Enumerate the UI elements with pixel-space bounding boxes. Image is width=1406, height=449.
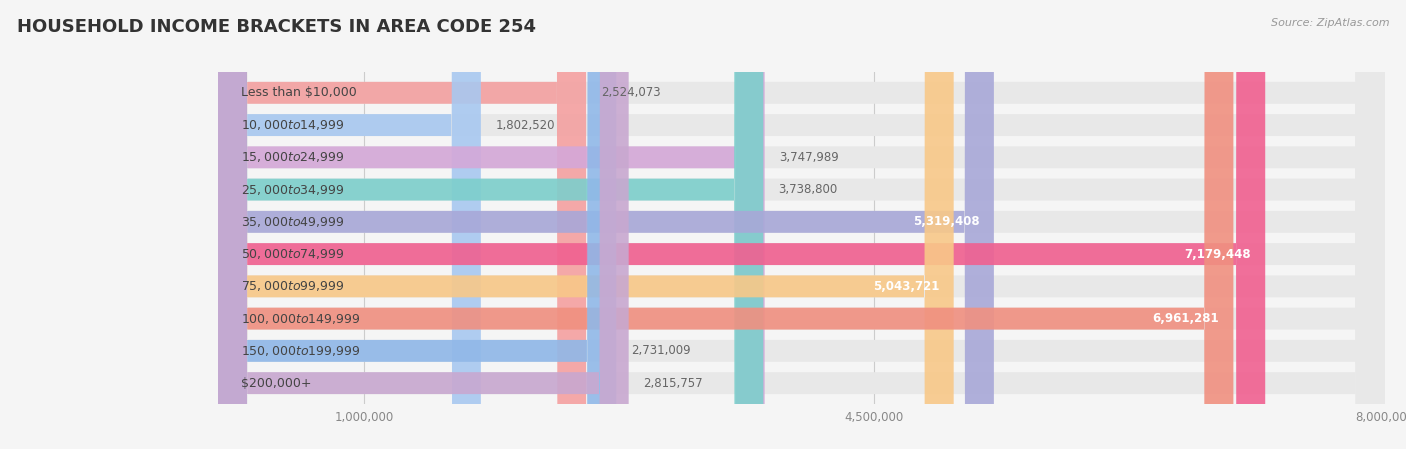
FancyBboxPatch shape	[218, 0, 1385, 449]
Text: $15,000 to $24,999: $15,000 to $24,999	[242, 150, 344, 164]
FancyBboxPatch shape	[218, 0, 616, 449]
Text: $50,000 to $74,999: $50,000 to $74,999	[242, 247, 344, 261]
Text: 2,731,009: 2,731,009	[631, 344, 690, 357]
FancyBboxPatch shape	[218, 0, 1385, 449]
FancyBboxPatch shape	[218, 0, 1385, 449]
FancyBboxPatch shape	[218, 0, 628, 449]
Text: 3,747,989: 3,747,989	[779, 151, 839, 164]
FancyBboxPatch shape	[218, 0, 763, 449]
Text: HOUSEHOLD INCOME BRACKETS IN AREA CODE 254: HOUSEHOLD INCOME BRACKETS IN AREA CODE 2…	[17, 18, 536, 36]
Text: 6,961,281: 6,961,281	[1152, 312, 1219, 325]
Text: 3,738,800: 3,738,800	[778, 183, 837, 196]
Text: $75,000 to $99,999: $75,000 to $99,999	[242, 279, 344, 293]
FancyBboxPatch shape	[218, 0, 1385, 449]
Text: Less than $10,000: Less than $10,000	[242, 86, 357, 99]
FancyBboxPatch shape	[218, 0, 1385, 449]
FancyBboxPatch shape	[218, 0, 1385, 449]
FancyBboxPatch shape	[218, 0, 1385, 449]
Text: 2,815,757: 2,815,757	[644, 377, 703, 390]
FancyBboxPatch shape	[218, 0, 994, 449]
Text: 5,319,408: 5,319,408	[912, 216, 980, 229]
Text: $25,000 to $34,999: $25,000 to $34,999	[242, 183, 344, 197]
FancyBboxPatch shape	[218, 0, 1233, 449]
Text: $150,000 to $199,999: $150,000 to $199,999	[242, 344, 361, 358]
Text: 7,179,448: 7,179,448	[1184, 247, 1250, 260]
Text: Source: ZipAtlas.com: Source: ZipAtlas.com	[1271, 18, 1389, 28]
Text: $10,000 to $14,999: $10,000 to $14,999	[242, 118, 344, 132]
FancyBboxPatch shape	[218, 0, 1385, 449]
FancyBboxPatch shape	[218, 0, 586, 449]
Text: 2,524,073: 2,524,073	[600, 86, 661, 99]
FancyBboxPatch shape	[218, 0, 1265, 449]
FancyBboxPatch shape	[218, 0, 481, 449]
Text: 5,043,721: 5,043,721	[873, 280, 939, 293]
FancyBboxPatch shape	[218, 0, 765, 449]
Text: $200,000+: $200,000+	[242, 377, 312, 390]
Text: $100,000 to $149,999: $100,000 to $149,999	[242, 312, 361, 326]
FancyBboxPatch shape	[218, 0, 1385, 449]
FancyBboxPatch shape	[218, 0, 1385, 449]
Text: 1,802,520: 1,802,520	[495, 119, 555, 132]
Text: $35,000 to $49,999: $35,000 to $49,999	[242, 215, 344, 229]
FancyBboxPatch shape	[218, 0, 953, 449]
